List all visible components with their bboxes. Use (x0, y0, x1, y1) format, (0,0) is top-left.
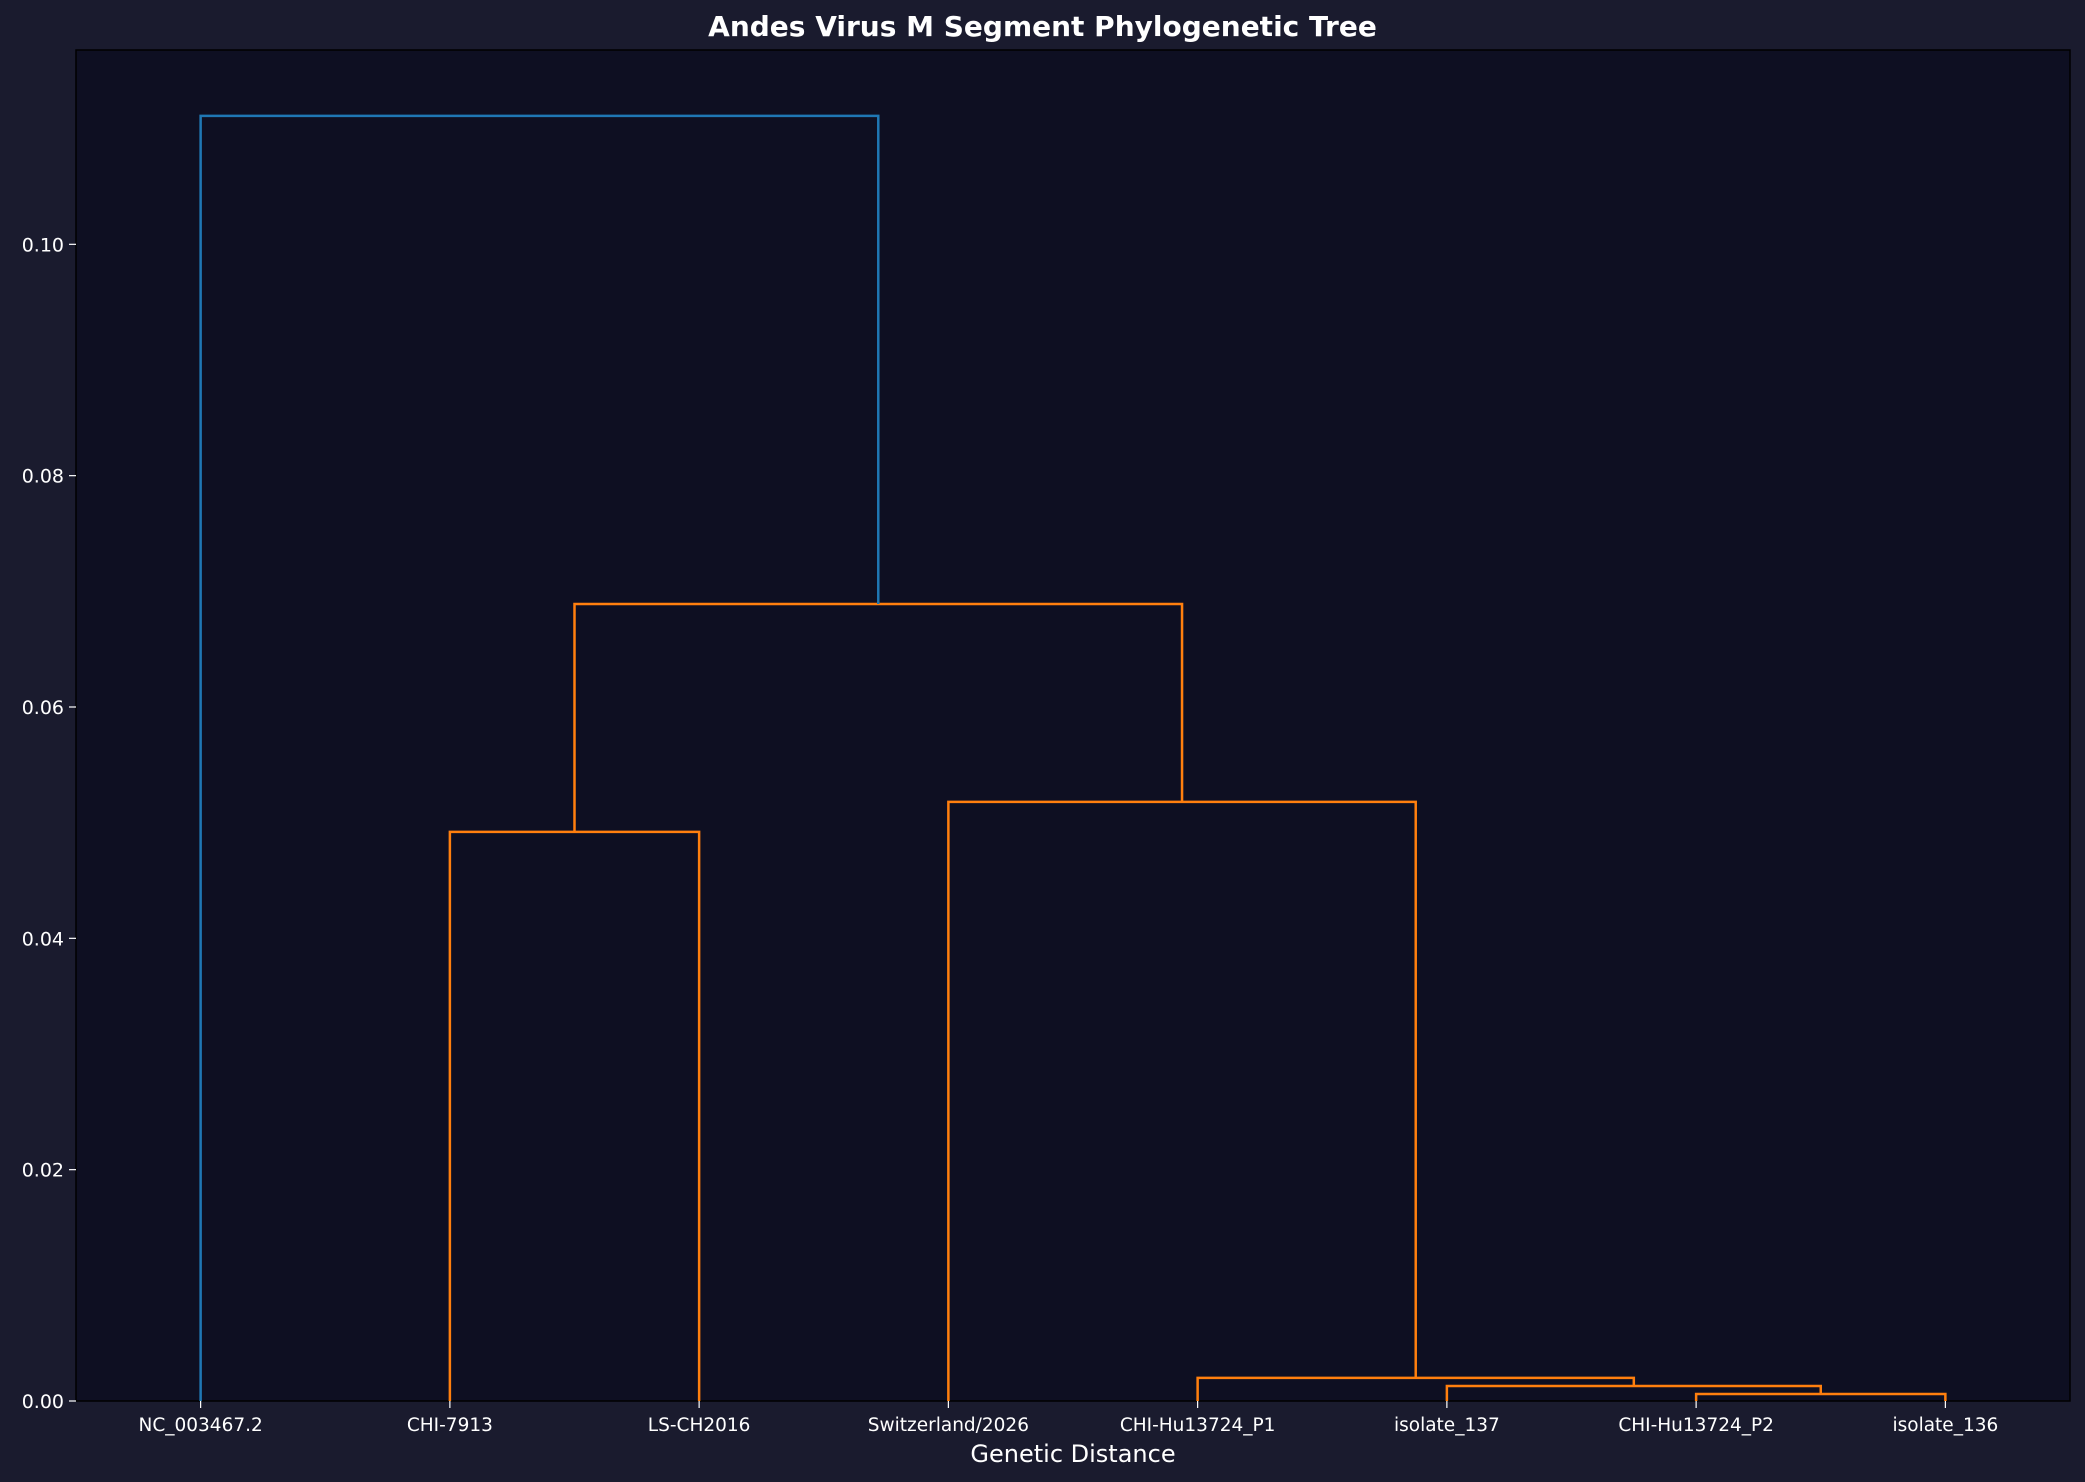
y-axis: 0.00 0.02 0.04 0.06 0.08 0.10 (22, 234, 76, 1413)
y-tick-label: 0.04 (22, 928, 64, 950)
leaf-label: isolate_136 (1892, 1415, 1998, 1436)
x-axis: NC_003467.2 CHI-7913 LS-CH2016 Switzerland/… (138, 1401, 1998, 1436)
y-tick-label: 0.08 (22, 466, 64, 488)
y-tick-label: 0.06 (22, 697, 64, 719)
dendrogram-link (1196, 1376, 1636, 1401)
y-tick-label: 0.02 (22, 1160, 64, 1182)
leaf-label: CHI-Hu13724_P1 (1120, 1415, 1276, 1436)
dendrogram-links (199, 114, 1947, 1401)
leaf-label: NC_003467.2 (138, 1415, 262, 1436)
leaf-label: Switzerland/2026 (868, 1415, 1029, 1436)
leaf-label: isolate_137 (1394, 1415, 1500, 1436)
dendrogram-link (947, 800, 1417, 1401)
chart-title: Andes Virus M Segment Phylogenetic Tree (708, 10, 1377, 43)
dendrogram-link (1694, 1392, 1947, 1401)
y-tick-label: 0.00 (22, 1391, 64, 1413)
leaf-label: CHI-Hu13724_P2 (1618, 1415, 1774, 1436)
y-tick-label: 0.10 (22, 234, 64, 256)
leaf-label: CHI-7913 (407, 1415, 493, 1436)
dendrogram-link (199, 114, 880, 1401)
x-axis-label: Genetic Distance (970, 1440, 1175, 1468)
plot-area (75, 49, 2071, 1402)
leaf-label: LS-CH2016 (648, 1415, 751, 1436)
dendrogram-link (573, 602, 1184, 832)
